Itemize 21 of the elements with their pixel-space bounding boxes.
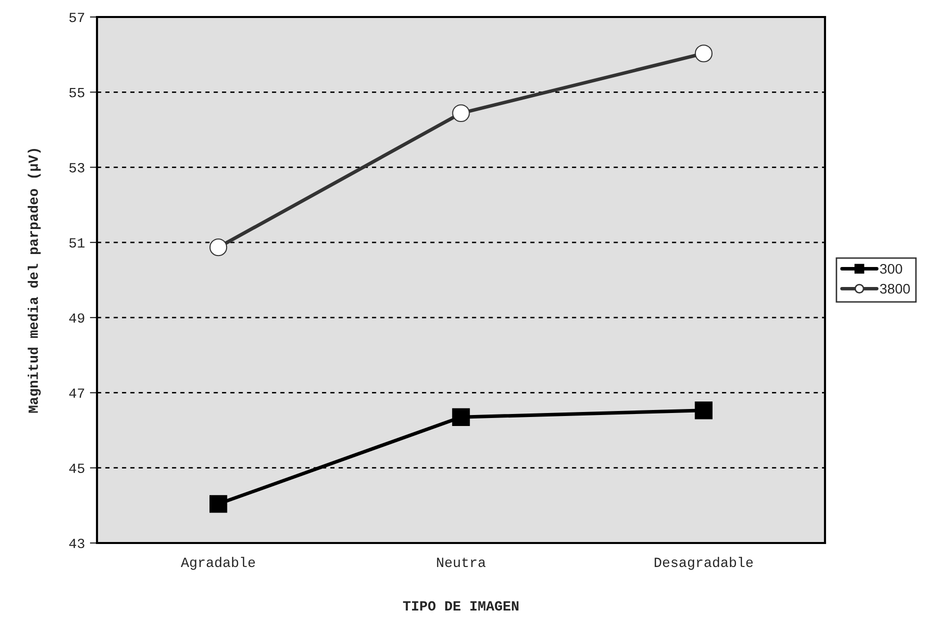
- point: [694, 402, 713, 420]
- y-tick-label: 55: [69, 88, 84, 98]
- y-tick-label: 47: [69, 388, 84, 398]
- point: [209, 495, 228, 513]
- y-tick-label: 43: [69, 538, 84, 548]
- legend-label: 300: [880, 264, 902, 274]
- y-tick-label: 51: [69, 238, 85, 248]
- x-tick-label: Agradable: [180, 556, 255, 570]
- point: [209, 238, 228, 256]
- y-axis-title: Magnitud media del parpadeo (μV): [28, 148, 41, 413]
- y-tick-label: 57: [69, 12, 84, 22]
- x-tick-label: Desagradable: [654, 556, 753, 570]
- point: [452, 104, 470, 122]
- point: [452, 408, 470, 426]
- legend-label: 3800: [880, 284, 910, 294]
- x-axis-title: TIPO DE IMAGEN: [403, 601, 518, 611]
- y-tick-label: 49: [69, 313, 84, 323]
- y-tick-label: 45: [69, 464, 84, 474]
- point: [694, 44, 713, 62]
- x-tick-label: Neutra: [437, 558, 486, 568]
- y-tick-label: 53: [69, 163, 84, 172]
